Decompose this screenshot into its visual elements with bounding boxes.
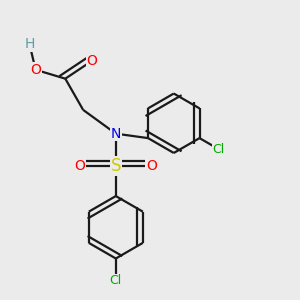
Text: O: O [146,159,157,173]
Text: O: O [30,63,41,77]
Text: O: O [75,159,86,173]
Text: Cl: Cl [110,274,122,287]
Text: O: O [87,54,98,68]
Text: N: N [111,127,121,141]
Text: S: S [111,157,121,175]
Text: Cl: Cl [213,143,225,156]
Text: H: H [24,38,35,52]
